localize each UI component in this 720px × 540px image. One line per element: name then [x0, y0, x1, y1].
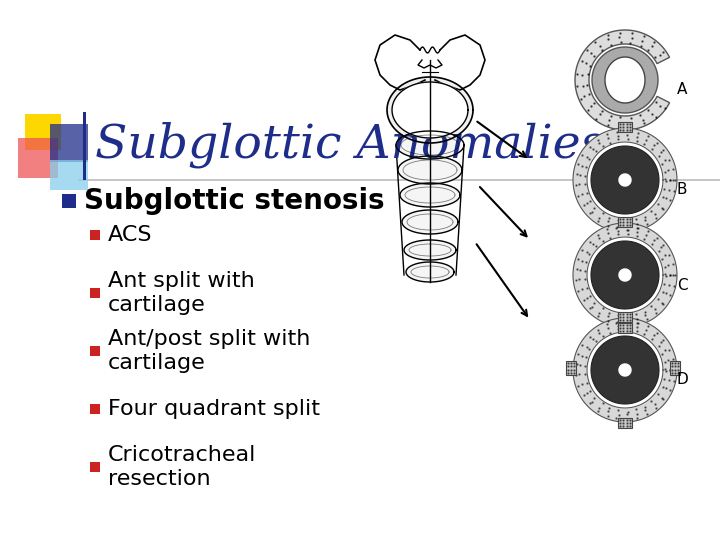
Polygon shape — [400, 183, 460, 207]
Polygon shape — [619, 269, 631, 281]
FancyBboxPatch shape — [618, 418, 632, 428]
Text: Ant split with
cartilage: Ant split with cartilage — [108, 271, 255, 315]
Text: ACS: ACS — [108, 225, 153, 245]
FancyBboxPatch shape — [618, 122, 632, 132]
Text: Subglottic Anomalies: Subglottic Anomalies — [95, 122, 605, 168]
Polygon shape — [392, 82, 468, 138]
Polygon shape — [591, 241, 659, 309]
Polygon shape — [619, 174, 631, 186]
Bar — [90, 288, 100, 298]
Polygon shape — [406, 262, 454, 282]
Bar — [25, 114, 61, 150]
Polygon shape — [404, 240, 456, 260]
Polygon shape — [573, 318, 677, 422]
Polygon shape — [402, 210, 458, 234]
Polygon shape — [591, 146, 659, 214]
Polygon shape — [398, 156, 462, 184]
Bar — [83, 112, 86, 180]
Text: D: D — [677, 373, 689, 388]
Bar — [90, 230, 100, 240]
Bar — [90, 404, 100, 414]
Polygon shape — [591, 336, 659, 404]
Bar — [18, 138, 58, 178]
Bar — [50, 160, 88, 190]
Polygon shape — [619, 364, 631, 376]
FancyBboxPatch shape — [670, 361, 680, 375]
Text: A: A — [677, 83, 688, 98]
Polygon shape — [587, 142, 663, 218]
Bar — [90, 462, 100, 472]
Bar — [90, 346, 100, 356]
Bar — [50, 124, 88, 162]
Polygon shape — [387, 77, 473, 143]
FancyBboxPatch shape — [566, 361, 576, 375]
Polygon shape — [573, 223, 677, 327]
FancyBboxPatch shape — [618, 323, 632, 333]
Text: B: B — [677, 183, 688, 198]
Polygon shape — [605, 57, 645, 103]
Text: Cricotracheal
resection: Cricotracheal resection — [108, 445, 256, 489]
Polygon shape — [587, 237, 663, 313]
Polygon shape — [592, 47, 658, 113]
Text: Four quadrant split: Four quadrant split — [108, 399, 320, 419]
Text: Subglottic stenosis: Subglottic stenosis — [84, 187, 384, 215]
Bar — [62, 194, 76, 208]
Text: Ant/post split with
cartilage: Ant/post split with cartilage — [108, 329, 310, 373]
Polygon shape — [587, 332, 663, 408]
FancyBboxPatch shape — [618, 312, 632, 322]
Polygon shape — [396, 131, 464, 159]
Polygon shape — [573, 128, 677, 232]
Text: C: C — [677, 278, 688, 293]
FancyBboxPatch shape — [618, 217, 632, 227]
Polygon shape — [575, 30, 670, 130]
